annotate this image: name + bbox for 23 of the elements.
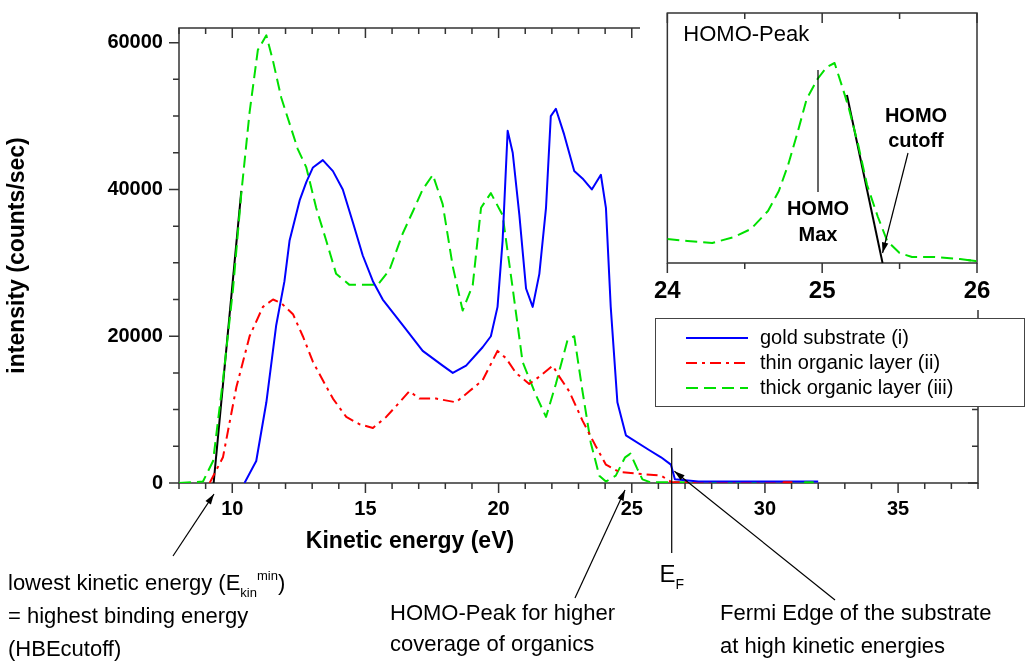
- annotation: Fermi Edge of the substrate at high kinetic energies: [720, 600, 992, 658]
- chart-title: HOMO-Peak: [683, 21, 811, 46]
- x-tick-label: 25: [620, 496, 643, 519]
- text: HOMO-Peak for higher coverage of organics: [390, 600, 615, 656]
- x-tick-label: 20: [487, 496, 510, 519]
- y-tick-label: 0: [151, 470, 163, 493]
- x-axis-title: Kinetic energy (eV): [305, 527, 515, 553]
- x-tick-label: 26: [963, 276, 991, 304]
- annotation: HOMO cutoff: [884, 104, 948, 151]
- x-tick-label: 24: [654, 276, 682, 304]
- x-tick-label: 35: [886, 496, 910, 519]
- y-tick-label: 40000: [107, 176, 163, 199]
- x-tick-label: 10: [221, 496, 244, 519]
- x-tick-label: 30: [753, 496, 777, 519]
- y-tick-label: 60000: [107, 30, 163, 53]
- legend-label: thick organic layer (iii): [760, 376, 954, 399]
- y-tick-label: 20000: [107, 323, 163, 346]
- legend-label: thin organic layer (ii): [760, 351, 941, 374]
- y-axis-title: intensity (counts/sec): [3, 137, 30, 374]
- x-tick-label: 25: [808, 276, 836, 304]
- annotation: HOMO Max: [786, 197, 850, 245]
- x-tick-label: 15: [354, 496, 377, 519]
- legend-label: gold substrate (i): [760, 326, 909, 349]
